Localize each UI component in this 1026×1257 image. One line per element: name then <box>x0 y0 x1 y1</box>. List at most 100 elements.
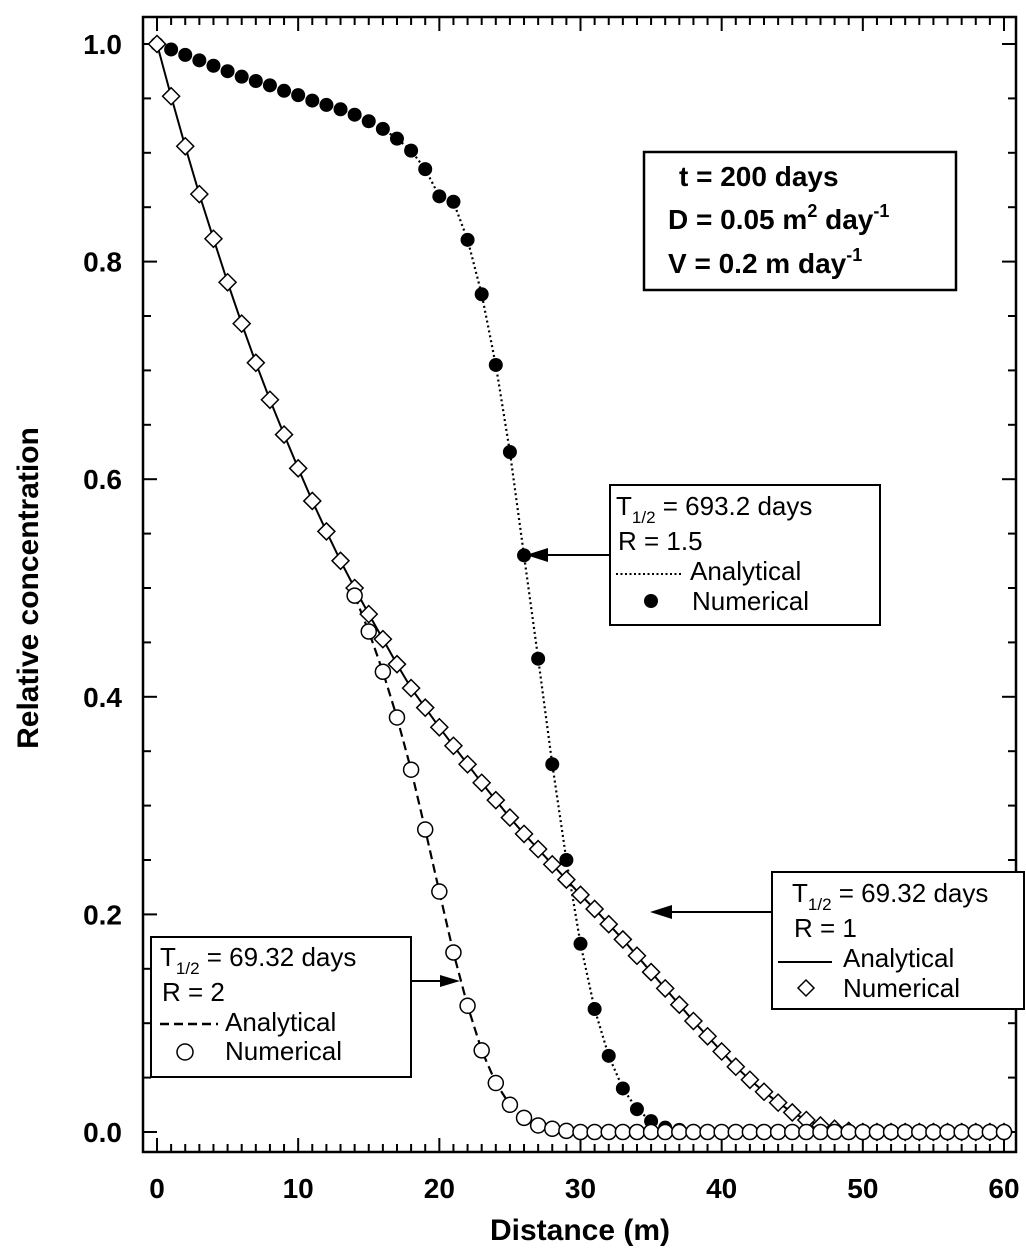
x-tick-label: 30 <box>565 1173 596 1204</box>
data-point-R2 <box>798 1123 815 1141</box>
data-point-R1 <box>542 854 562 874</box>
data-point-R2 <box>346 587 363 604</box>
data-point-R15 <box>234 69 249 84</box>
data-point-R1 <box>697 1026 718 1046</box>
data-point-R15 <box>389 131 404 146</box>
data-point-R2 <box>882 1123 900 1141</box>
data-point-R1 <box>458 754 478 774</box>
legend-r1-5-half-life: T1/2 = 693.2 days <box>616 491 812 527</box>
data-point-R2 <box>544 1120 561 1137</box>
data-point-R1 <box>585 899 605 919</box>
data-point-R2 <box>685 1123 702 1141</box>
data-point-R1 <box>359 604 379 624</box>
legend-r2-analytical: Analytical <box>225 1007 336 1037</box>
data-point-R15 <box>545 757 560 772</box>
legend-r1-numerical: Numerical <box>843 973 960 1003</box>
data-point-R2 <box>642 1123 660 1141</box>
y-tick-label: 0.6 <box>83 464 122 495</box>
legend-r1-marker-sample <box>796 978 816 998</box>
data-point-R2 <box>769 1123 787 1141</box>
data-point-R2 <box>487 1074 505 1092</box>
data-point-R15 <box>615 1081 630 1096</box>
data-point-R15 <box>488 357 503 372</box>
data-point-R15 <box>517 548 532 563</box>
data-point-R2 <box>416 821 434 838</box>
data-point-R2 <box>529 1117 547 1134</box>
data-point-R2 <box>896 1123 914 1141</box>
data-point-R2 <box>854 1123 872 1141</box>
data-point-R15 <box>446 194 461 209</box>
axes: 0 10 20 30 40 50 60 0.0 0.2 0.4 0.6 0.8 1.0 <box>83 15 1020 1204</box>
data-point-R1 <box>500 808 520 828</box>
legend-r1-analytical: Analytical <box>843 943 954 973</box>
legend-box-r1-5: T1/2 = 693.2 days R = 1.5 Analytical Num… <box>609 484 881 626</box>
data-point-R2 <box>501 1096 519 1114</box>
data-point-R2 <box>967 1123 985 1141</box>
data-point-R2 <box>755 1123 773 1141</box>
y-tick-label: 0.2 <box>83 899 122 930</box>
data-point-R1 <box>683 1011 703 1031</box>
data-point-R1 <box>302 491 322 511</box>
data-point-R2 <box>459 997 476 1015</box>
data-point-R2 <box>826 1123 843 1141</box>
data-point-R2 <box>713 1123 730 1141</box>
data-point-R1 <box>768 1093 788 1113</box>
data-point-R2 <box>784 1123 801 1141</box>
data-point-R1 <box>161 86 181 106</box>
data-point-R1 <box>655 978 675 998</box>
data-point-R2 <box>925 1123 942 1141</box>
data-point-R2 <box>445 944 462 961</box>
data-point-R2 <box>840 1123 857 1141</box>
data-point-R2 <box>995 1123 1013 1141</box>
legend-box-r2: T1/2 = 69.32 days R = 2 Analytical Numer… <box>150 936 412 1078</box>
data-point-R15 <box>333 102 348 117</box>
data-point-R1 <box>189 184 209 204</box>
x-tick-label: 0 <box>149 1173 165 1204</box>
x-tick-label: 10 <box>283 1173 314 1204</box>
data-point-R2 <box>360 623 377 640</box>
data-point-R1 <box>443 736 464 756</box>
data-point-R2 <box>628 1123 646 1141</box>
arrow-r2 <box>411 975 460 987</box>
data-point-R15 <box>601 1048 616 1063</box>
data-point-R1 <box>740 1070 760 1090</box>
data-point-R2 <box>558 1122 575 1140</box>
data-point-R15 <box>164 42 179 57</box>
data-point-R2 <box>981 1123 999 1141</box>
data-point-R15 <box>248 73 263 88</box>
data-point-R2 <box>402 761 420 778</box>
y-tick-label: 0.8 <box>83 247 122 278</box>
data-point-R15 <box>291 88 306 103</box>
data-point-R1 <box>203 229 224 249</box>
data-point-R1 <box>641 962 661 982</box>
data-point-R1 <box>415 698 435 718</box>
data-point-R2 <box>727 1123 745 1141</box>
data-point-R15 <box>573 936 588 951</box>
legend-r1-5-marker-sample <box>644 594 658 608</box>
legend-r1-5-r: R = 1.5 <box>618 526 703 556</box>
x-tick-label: 60 <box>988 1173 1019 1204</box>
x-axis-title: Distance (m) <box>490 1214 670 1247</box>
data-point-R2 <box>699 1123 716 1141</box>
series-line-R2 <box>353 595 1004 1134</box>
data-point-R15 <box>192 53 207 68</box>
data-point-R1 <box>599 914 619 934</box>
data-point-R2 <box>431 883 448 900</box>
data-point-R1 <box>218 272 238 292</box>
legend-r1-r: R = 1 <box>794 913 857 943</box>
data-point-R2 <box>868 1123 886 1141</box>
data-point-R15 <box>347 107 362 122</box>
param-time: t = 200 days <box>679 161 839 192</box>
legend-r1-5-analytical: Analytical <box>690 556 801 586</box>
data-point-R2 <box>741 1123 759 1141</box>
data-point-R1 <box>147 34 167 54</box>
data-point-R1 <box>401 678 421 698</box>
data-point-R15 <box>220 64 235 79</box>
data-point-R1 <box>288 458 308 478</box>
arrow-r1 <box>650 905 772 919</box>
data-point-R1 <box>232 314 252 334</box>
legend-r2-numerical: Numerical <box>225 1036 342 1066</box>
parameters-box: t = 200 days D = 0.05 m2 day-1 V = 0.2 m… <box>642 150 958 292</box>
data-point-R1 <box>486 790 506 810</box>
